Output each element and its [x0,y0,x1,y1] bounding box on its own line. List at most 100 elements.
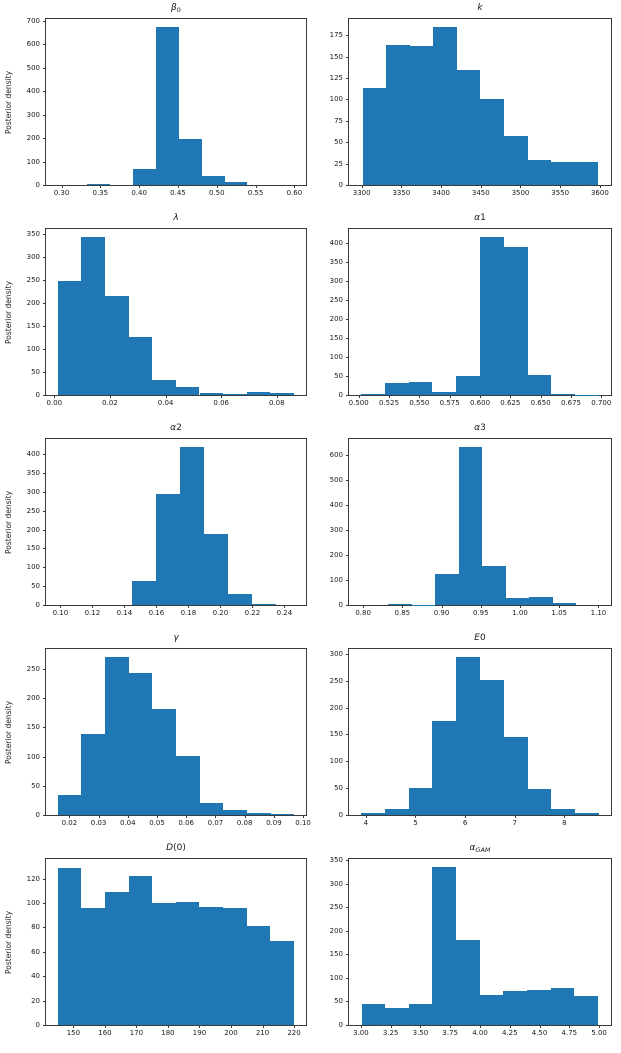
y-tick-label: 400 [26,87,40,96]
x-tick-label: 0.03 [90,819,107,827]
x-tick-label: 3550 [551,189,570,197]
y-tick-mark [43,1000,46,1002]
x-tick-mark [220,605,222,608]
plot-area: 0.02 0.03 0.04 0.05 0.06 0.07 0.08 0.09 0.10 0 50 1… [27,648,311,827]
x-tick-mark [601,395,603,398]
x-tick-label: 0.30 [53,189,70,197]
y-tick-mark [43,902,46,904]
histogram-bar [409,46,434,185]
x-tick-mark [216,185,218,188]
histogram-bar [361,1003,386,1025]
histogram-bar [252,604,277,605]
y-tick-label: 200 [26,525,40,534]
y-tick-label: 500 [329,476,343,484]
histogram-bar [175,387,200,395]
x-tick-label: 0.09 [266,819,282,827]
histogram-bar [81,907,105,1025]
chart-title-segment: 3 [480,423,486,433]
y-tick-label: 200 [329,703,343,712]
x-tick-mark [401,185,403,188]
histogram-bar [503,136,528,185]
x-tick-mark [156,605,158,608]
y-tick-mark [346,761,349,763]
y-tick-label: 100 [26,344,40,353]
y-tick-label: 175 [329,31,343,40]
x-tick-label: 0.10 [52,609,69,617]
histogram-bar [199,802,224,815]
x-tick-mark [167,1025,169,1028]
y-tick-label: 250 [329,903,343,912]
y-tick-label: 200 [329,551,343,559]
x-tick-label: 5.00 [591,1029,607,1037]
x-tick-label: 0.12 [84,609,101,617]
y-tick-mark [43,114,46,116]
y-tick-label: 25 [334,159,343,168]
y-tick-label: 50 [334,997,343,1006]
y-tick-label: 100 [329,353,343,361]
histogram-bar [57,280,82,395]
y-tick-label: 200 [329,315,343,324]
x-tick-mark [480,395,481,398]
histogram-bar [132,169,156,185]
y-tick-mark [346,480,349,481]
y-tick-label: 100 [26,157,40,166]
histogram-bar [433,26,457,185]
y-tick-mark [346,555,349,556]
x-tick-mark [599,185,601,188]
x-tick-label: 0.650 [530,399,551,407]
histogram-bar [152,902,176,1025]
histogram-bar [128,336,153,395]
x-tick-label: 0.24 [276,609,293,617]
x-tick-label: 200 [224,1029,238,1037]
y-tick-mark [346,530,349,531]
x-tick-mark [139,185,141,188]
histogram-panel-k: k 3300 3350 3400 3450 3500 3550 3600 0 25 50 75 100… [310,0,621,210]
y-tick-label: 0 [35,391,40,399]
y-tick-mark [43,727,46,729]
x-tick-mark [415,815,417,818]
x-tick-mark [570,395,572,398]
x-tick-label: 8 [562,819,567,827]
x-tick-mark [60,605,62,608]
y-tick-mark [346,338,349,340]
x-tick-label: 220 [287,1029,301,1037]
histogram-bar [456,657,480,815]
x-tick-mark [520,605,521,608]
histogram-bar [228,593,253,605]
chart-title-segment: 0 [176,6,181,14]
x-tick-mark [221,395,223,398]
x-tick-mark [441,185,443,188]
x-tick-label: 0.700 [591,399,612,407]
x-tick-mark [104,1025,106,1028]
histogram-bar [81,236,105,395]
histogram-bar [270,813,295,815]
x-tick-mark [276,395,278,398]
y-tick-label: 400 [329,239,343,248]
chart-title: k [348,3,612,14]
histogram-panel-gamma: γ Posterior density 0.02 0.03 0.04 0.05 0.06… [0,630,311,840]
histogram-bar [386,44,410,185]
y-tick-label: 300 [329,277,343,286]
y-tick-mark [346,56,349,58]
y-tick-label: 300 [26,487,40,496]
histogram-bar [270,940,294,1025]
plot-area: 150 160 170 180 190 200 210 220 0 20 40 60 80 100 120 [27,858,307,1037]
histogram-bar [456,375,480,395]
y-tick-label: 50 [31,582,40,591]
x-tick-label: 0.20 [212,609,229,617]
x-tick-label: 6 [462,819,468,827]
histogram-bar [456,70,481,185]
y-tick-label: 100 [329,95,343,104]
x-tick-label: 0.00 [46,399,63,407]
x-tick-mark [360,1025,362,1028]
x-tick-label: 0.07 [207,819,224,827]
y-tick-mark [346,815,349,816]
x-tick-label: 4 [363,819,369,827]
y-tick-label: 500 [26,63,40,72]
y-tick-label: 50 [334,138,343,147]
y-tick-label: 150 [26,723,40,732]
y-tick-label: 100 [329,757,343,766]
chart-title: αGAM [348,843,612,856]
histogram-bar [155,26,179,185]
y-tick-mark [346,1001,349,1003]
